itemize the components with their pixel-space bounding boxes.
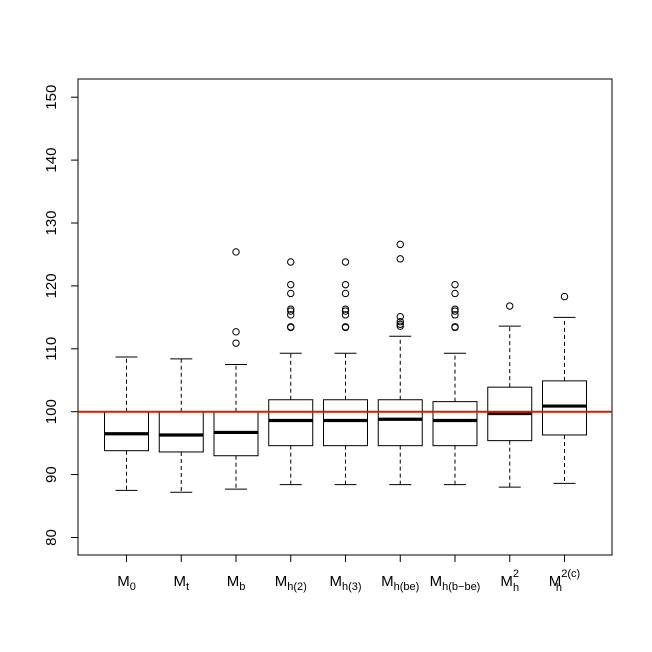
outlier-point <box>560 292 569 301</box>
outlier-point <box>451 307 459 315</box>
x-axis-labels: M0 Mt Mb Mh(2) Mh(3) Mh(be) Mh(b−be) M2 h M2(c) h <box>117 554 580 594</box>
outlier-point <box>341 307 350 315</box>
boxes-layer <box>78 240 612 493</box>
outlier-point <box>341 258 350 266</box>
outlier-point <box>506 302 514 310</box>
outlier-point <box>396 318 404 326</box>
outlier-point <box>287 311 295 319</box>
outlier-point <box>451 311 459 319</box>
box-2 <box>213 248 259 490</box>
x-tick-label: Mh(2) <box>275 573 307 593</box>
outlier-point <box>341 323 350 331</box>
box-8 <box>542 292 587 484</box>
x-tick-label: M0 <box>117 573 136 593</box>
y-tick-label: 140 <box>43 148 60 173</box>
outlier-point <box>396 320 404 328</box>
x-tick-label: Mb <box>227 573 246 593</box>
x-tick-label: M2(c) h <box>549 568 580 594</box>
outlier-point <box>232 248 240 256</box>
outlier-point <box>341 280 350 289</box>
outlier-point <box>451 289 459 298</box>
outlier-point <box>396 322 404 330</box>
outlier-point <box>287 305 295 313</box>
outlier-point <box>396 255 404 263</box>
outlier-point <box>287 258 295 266</box>
outlier-point <box>451 323 459 331</box>
x-tick-label: Mh(be) <box>381 573 419 593</box>
y-axis: 80 90 100 110 120 130 140 150 <box>43 85 79 546</box>
outlier-point <box>396 240 404 249</box>
y-tick-label: 90 <box>43 466 60 483</box>
y-tick-label: 80 <box>43 529 60 546</box>
box-iqr <box>104 411 149 452</box>
outlier-point <box>232 339 240 347</box>
outlier-point <box>396 313 404 321</box>
outlier-point <box>341 305 350 313</box>
y-tick-label: 130 <box>43 210 60 235</box>
box-iqr <box>158 411 204 453</box>
y-tick-label: 120 <box>43 273 60 298</box>
y-tick-label: 100 <box>43 399 60 424</box>
outlier-point <box>232 328 240 336</box>
outlier-point <box>287 323 295 331</box>
x-tick-label: M2 h <box>500 568 519 594</box>
outlier-point <box>451 280 459 289</box>
box-iqr <box>323 399 368 447</box>
box-7 <box>487 302 533 488</box>
box-iqr <box>432 401 478 447</box>
box-1 <box>158 358 204 493</box>
outlier-point <box>287 280 295 289</box>
y-tick-label: 110 <box>43 337 60 361</box>
box-iqr <box>542 380 587 436</box>
outlier-point <box>287 307 295 315</box>
box-iqr <box>268 399 314 447</box>
outlier-point <box>451 305 459 313</box>
x-tick-label: Mh(3) <box>329 573 361 593</box>
box-3 <box>268 258 314 486</box>
x-tick-label: Mh(b−be) <box>430 573 481 593</box>
box-5 <box>377 240 423 486</box>
x-tick-label: Mt <box>173 573 189 593</box>
outlier-point <box>341 289 350 298</box>
box-4 <box>323 258 368 486</box>
y-tick-label: 150 <box>43 85 60 110</box>
outlier-point <box>287 289 295 298</box>
outlier-point <box>341 311 350 319</box>
box-iqr <box>377 399 423 447</box>
box-6 <box>432 280 478 486</box>
